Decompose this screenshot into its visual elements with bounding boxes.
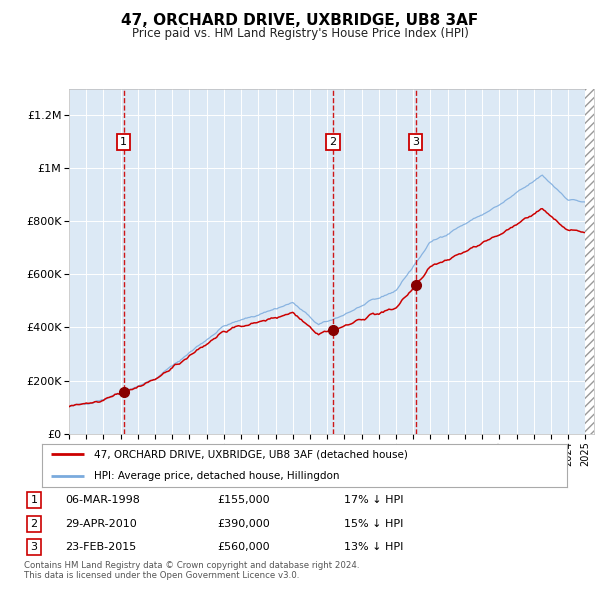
Text: £390,000: £390,000: [217, 519, 270, 529]
Text: HPI: Average price, detached house, Hillingdon: HPI: Average price, detached house, Hill…: [95, 471, 340, 481]
Text: 3: 3: [412, 137, 419, 147]
Text: 47, ORCHARD DRIVE, UXBRIDGE, UB8 3AF (detached house): 47, ORCHARD DRIVE, UXBRIDGE, UB8 3AF (de…: [95, 450, 409, 460]
Text: 23-FEB-2015: 23-FEB-2015: [65, 542, 137, 552]
Text: 47, ORCHARD DRIVE, UXBRIDGE, UB8 3AF: 47, ORCHARD DRIVE, UXBRIDGE, UB8 3AF: [121, 13, 479, 28]
Text: 06-MAR-1998: 06-MAR-1998: [65, 495, 140, 505]
Text: Contains HM Land Registry data © Crown copyright and database right 2024.
This d: Contains HM Land Registry data © Crown c…: [24, 560, 359, 580]
Text: 1: 1: [31, 495, 37, 505]
Text: £155,000: £155,000: [217, 495, 270, 505]
Text: 2: 2: [329, 137, 337, 147]
Text: 17% ↓ HPI: 17% ↓ HPI: [344, 495, 404, 505]
Text: 1: 1: [120, 137, 127, 147]
Text: 29-APR-2010: 29-APR-2010: [65, 519, 137, 529]
Text: 2: 2: [31, 519, 37, 529]
Bar: [586, 88, 594, 434]
Text: 13% ↓ HPI: 13% ↓ HPI: [344, 542, 404, 552]
Text: Price paid vs. HM Land Registry's House Price Index (HPI): Price paid vs. HM Land Registry's House …: [131, 27, 469, 40]
Text: 3: 3: [31, 542, 37, 552]
Text: 15% ↓ HPI: 15% ↓ HPI: [344, 519, 404, 529]
Text: £560,000: £560,000: [217, 542, 270, 552]
